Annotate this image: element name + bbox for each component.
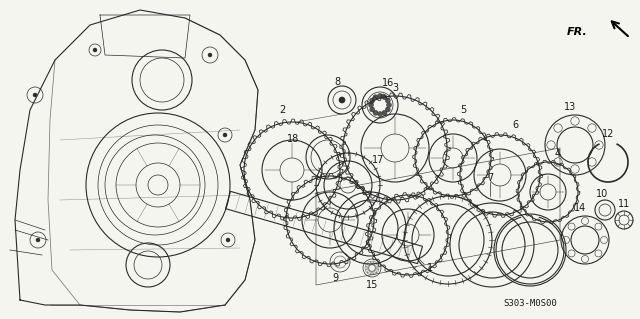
Circle shape bbox=[373, 95, 378, 100]
Text: 6: 6 bbox=[512, 120, 518, 130]
Circle shape bbox=[382, 110, 387, 115]
Text: 10: 10 bbox=[596, 189, 608, 199]
Text: 15: 15 bbox=[366, 280, 378, 290]
Circle shape bbox=[378, 112, 383, 116]
Circle shape bbox=[382, 95, 387, 100]
Text: 9: 9 bbox=[332, 273, 338, 283]
Text: 4: 4 bbox=[555, 149, 561, 159]
Text: 16: 16 bbox=[382, 78, 394, 88]
Text: 5: 5 bbox=[460, 105, 466, 115]
Circle shape bbox=[339, 97, 345, 103]
Circle shape bbox=[385, 98, 390, 103]
Text: FR.: FR. bbox=[567, 27, 588, 37]
Circle shape bbox=[385, 107, 390, 112]
Circle shape bbox=[378, 93, 383, 99]
Circle shape bbox=[387, 102, 392, 108]
Text: 8: 8 bbox=[334, 77, 340, 87]
Circle shape bbox=[370, 98, 374, 103]
Text: 2: 2 bbox=[279, 105, 285, 115]
Circle shape bbox=[208, 53, 212, 57]
Text: 11: 11 bbox=[618, 199, 630, 209]
Circle shape bbox=[370, 107, 374, 112]
Text: 13: 13 bbox=[564, 102, 576, 112]
Circle shape bbox=[223, 133, 227, 137]
Text: 1: 1 bbox=[427, 263, 433, 273]
Circle shape bbox=[226, 238, 230, 242]
Text: 7: 7 bbox=[487, 173, 493, 183]
Text: 12: 12 bbox=[602, 129, 614, 139]
Text: 14: 14 bbox=[574, 203, 586, 213]
Circle shape bbox=[373, 110, 378, 115]
Circle shape bbox=[36, 238, 40, 242]
Text: 3: 3 bbox=[392, 83, 398, 93]
Text: 18: 18 bbox=[287, 134, 299, 144]
Text: S303-M0S00: S303-M0S00 bbox=[503, 299, 557, 308]
Circle shape bbox=[93, 48, 97, 52]
Circle shape bbox=[369, 102, 374, 108]
Circle shape bbox=[33, 93, 37, 97]
Text: 17: 17 bbox=[372, 155, 384, 165]
